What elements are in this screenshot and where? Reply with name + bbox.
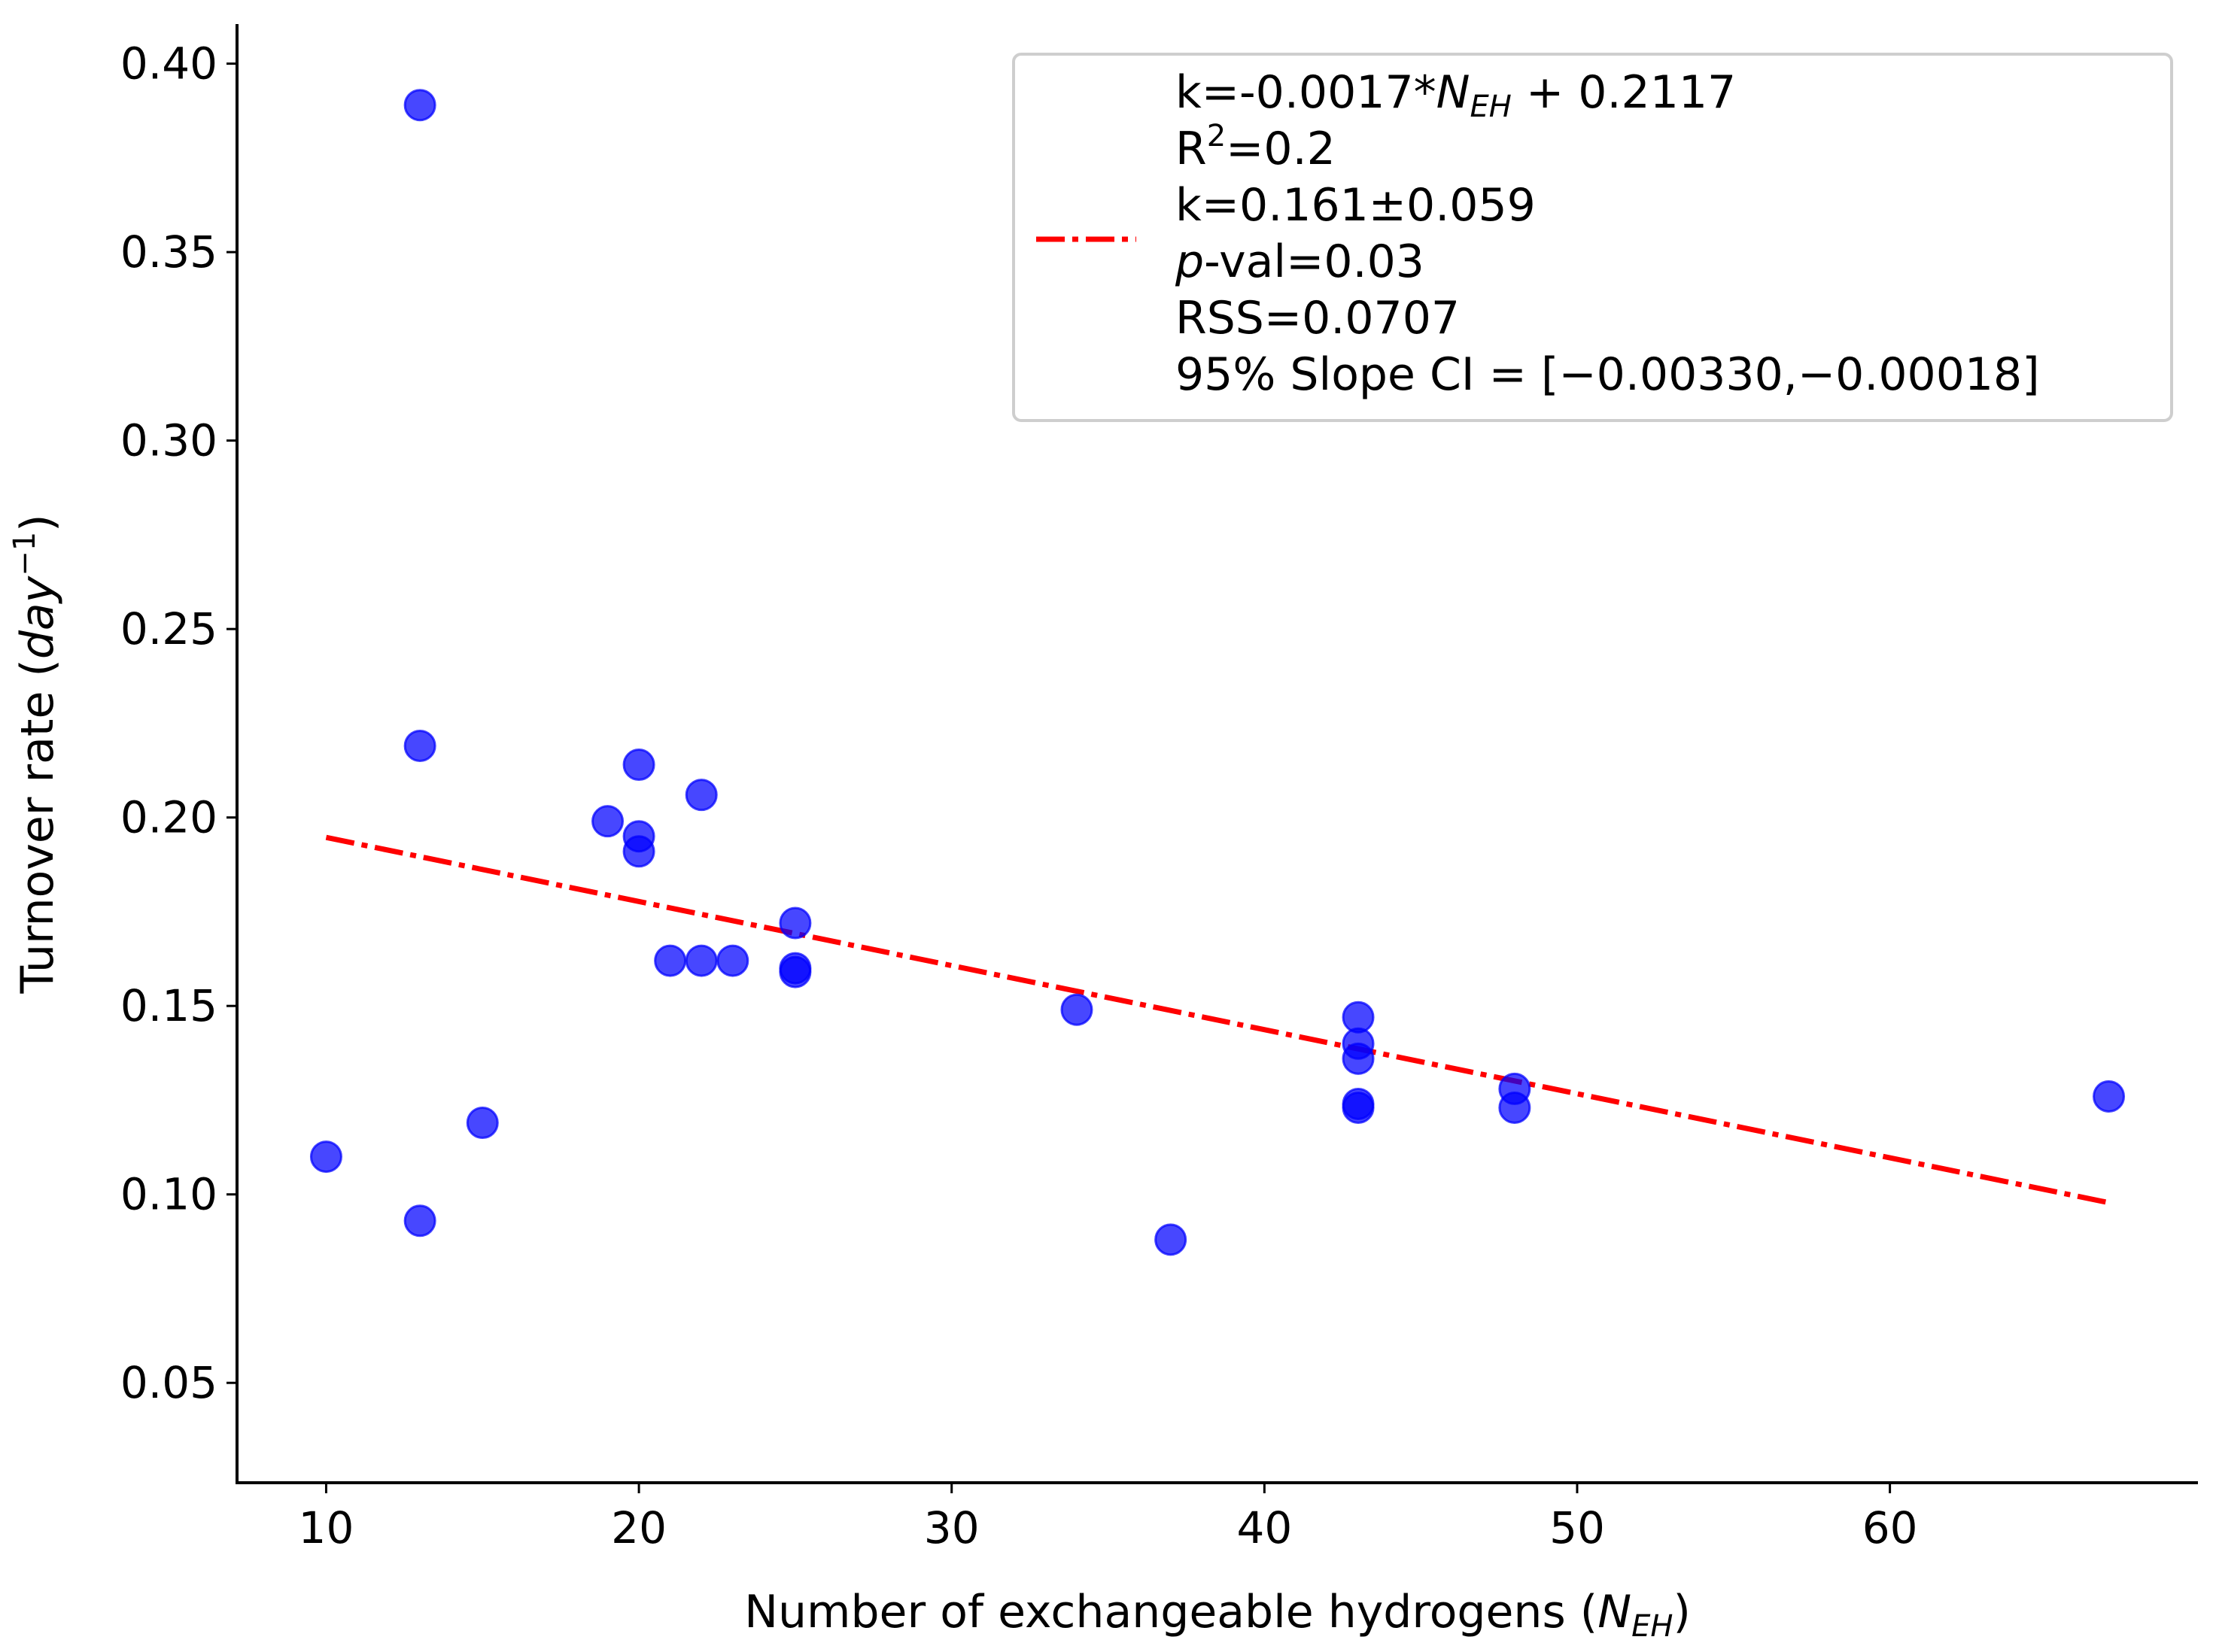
legend-line-slope-ci: 95% Slope CI = [−0.00330,−0.00018] [1175, 348, 2040, 401]
data-point [1342, 1042, 1375, 1075]
data-point [403, 89, 436, 122]
legend-line-pval: p-val=0.03 [1175, 235, 1424, 288]
x-tick-label: 30 [924, 1502, 980, 1553]
data-point [1498, 1091, 1531, 1124]
x-tick-label: 50 [1549, 1502, 1605, 1553]
data-point [1342, 1091, 1375, 1124]
legend-line-r2: R2=0.2 [1175, 119, 1336, 175]
data-point [685, 944, 718, 977]
fit-line [325, 834, 2110, 1206]
data-point [1060, 993, 1093, 1026]
data-point [622, 749, 655, 782]
x-tick-label: 20 [611, 1502, 667, 1553]
legend: k=-0.0017*NEH + 0.2117 R2=0.2 k=0.161±0.… [1012, 53, 2173, 422]
data-points [309, 89, 2126, 1256]
x-tick-label: 40 [1236, 1502, 1292, 1553]
data-point [2093, 1080, 2126, 1113]
y-tick-label: 0.15 [120, 980, 217, 1031]
y-tick-label: 0.20 [120, 792, 217, 843]
y-tick-label: 0.40 [120, 38, 217, 90]
y-axis-ticks: 0.05 0.10 0.15 0.20 0.25 0.30 0.35 0.40 [120, 38, 237, 1408]
data-point [716, 944, 749, 977]
y-tick-label: 0.10 [120, 1169, 217, 1220]
legend-line-rss: RSS=0.0707 [1175, 292, 1460, 345]
data-point [685, 779, 718, 812]
data-point [309, 1140, 342, 1174]
y-axis-label: Turnover rate (day−1) [8, 514, 64, 994]
data-point [466, 1107, 499, 1140]
x-tick-label: 10 [299, 1502, 354, 1553]
legend-line-k: k=0.161±0.059 [1175, 179, 1536, 232]
data-point [779, 955, 812, 988]
legend-line-equation: k=-0.0017*NEH + 0.2117 [1175, 66, 1736, 124]
data-point [1154, 1223, 1187, 1256]
data-point [654, 944, 687, 977]
y-tick-label: 0.35 [120, 226, 217, 278]
data-point [403, 1204, 436, 1237]
fit-line-layer [325, 834, 2110, 1206]
x-tick-label: 60 [1862, 1502, 1918, 1553]
data-point [622, 835, 655, 868]
x-axis-ticks: 10 20 30 40 50 60 [299, 1483, 1918, 1553]
y-tick-label: 0.25 [120, 603, 217, 654]
x-axis-label: Number of exchangeable hydrogens (NEH) [744, 1586, 1691, 1644]
data-point [403, 729, 436, 762]
y-tick-label: 0.05 [120, 1357, 217, 1408]
data-point [591, 805, 625, 838]
data-point [779, 906, 812, 940]
legend-box [1012, 53, 2173, 422]
y-tick-label: 0.30 [120, 415, 217, 466]
